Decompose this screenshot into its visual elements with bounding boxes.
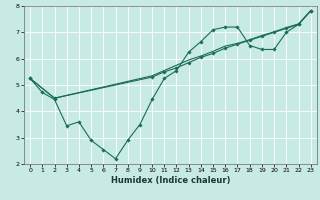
X-axis label: Humidex (Indice chaleur): Humidex (Indice chaleur) — [111, 176, 230, 185]
